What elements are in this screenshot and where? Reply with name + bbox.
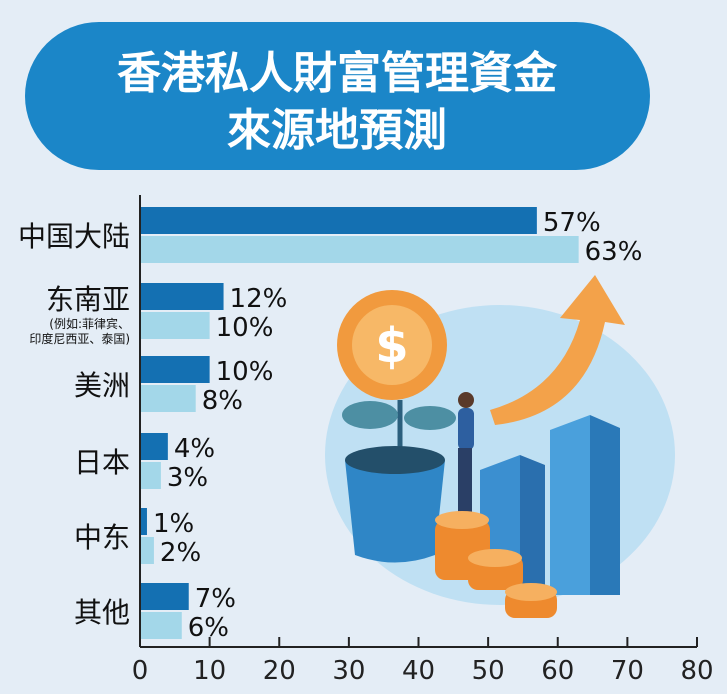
- title-line-2: 來源地預測: [227, 105, 447, 156]
- category-label: 中国大陆: [18, 220, 130, 253]
- bar-light: [140, 462, 161, 489]
- growth-bar-side: [520, 455, 545, 590]
- coin-stack-icon: [435, 511, 557, 618]
- bar-dark: [140, 283, 224, 310]
- coin-face: [352, 305, 432, 385]
- bars: 57%63%12%10%10%8%4%3%1%2%7%6%: [140, 207, 642, 643]
- plant-pot-icon: [345, 460, 445, 563]
- data-label: 57%: [543, 208, 601, 238]
- growth-bar-side: [590, 415, 620, 595]
- x-tick-label: 10: [193, 656, 226, 686]
- dollar-sign-icon: $: [375, 318, 408, 374]
- bar-dark: [140, 207, 537, 234]
- data-label: 10%: [216, 357, 274, 387]
- data-label: 12%: [230, 284, 288, 314]
- category-note: 印度尼西亚、泰国): [29, 331, 130, 346]
- title-banner: [25, 22, 650, 170]
- leaf-icon: [404, 406, 456, 430]
- x-tick-label: 30: [332, 656, 365, 686]
- category-label: 东南亚: [46, 283, 130, 316]
- pot-soil: [345, 446, 445, 474]
- x-tick-label: 40: [402, 656, 435, 686]
- bar-light: [140, 385, 196, 412]
- bar-light: [140, 312, 210, 339]
- x-tick-label: 50: [472, 656, 505, 686]
- data-label: 4%: [174, 434, 215, 464]
- bar-light: [140, 236, 579, 263]
- category-label: 美洲: [74, 369, 130, 402]
- bar-dark: [140, 508, 147, 535]
- data-label: 7%: [195, 584, 236, 614]
- data-label: 8%: [202, 386, 243, 416]
- growth-bar-icon: [550, 415, 590, 595]
- leaf-icon: [342, 401, 398, 429]
- bar-light: [140, 612, 182, 639]
- data-label: 2%: [160, 538, 201, 568]
- bar-dark: [140, 583, 189, 610]
- data-label: 10%: [216, 313, 274, 343]
- bar-dark: [140, 356, 210, 383]
- x-tick-label: 80: [680, 656, 713, 686]
- data-label: 1%: [153, 509, 194, 539]
- category-label: 中东: [74, 521, 130, 554]
- finance-illustration: $: [325, 275, 675, 618]
- x-axis: 0 10 20 30 40 50 60 70 80: [132, 195, 714, 686]
- up-arrow-icon: [490, 275, 625, 425]
- x-tick-label: 0: [132, 656, 149, 686]
- x-tick-label: 70: [611, 656, 644, 686]
- x-tick-label: 20: [263, 656, 296, 686]
- data-label: 6%: [188, 613, 229, 643]
- x-tick-label: 60: [541, 656, 574, 686]
- data-label: 3%: [167, 463, 208, 493]
- category-label: 其他: [74, 596, 130, 629]
- category-label: 日本: [74, 446, 130, 479]
- title-line-1: 香港私人財富管理資金: [117, 48, 558, 99]
- bar-light: [140, 537, 154, 564]
- person-icon: [458, 408, 474, 450]
- person-head: [458, 392, 474, 408]
- bar-dark: [140, 433, 168, 460]
- category-note: (例如:菲律宾、: [49, 316, 130, 331]
- data-label: 63%: [585, 237, 643, 267]
- person-legs: [458, 448, 472, 518]
